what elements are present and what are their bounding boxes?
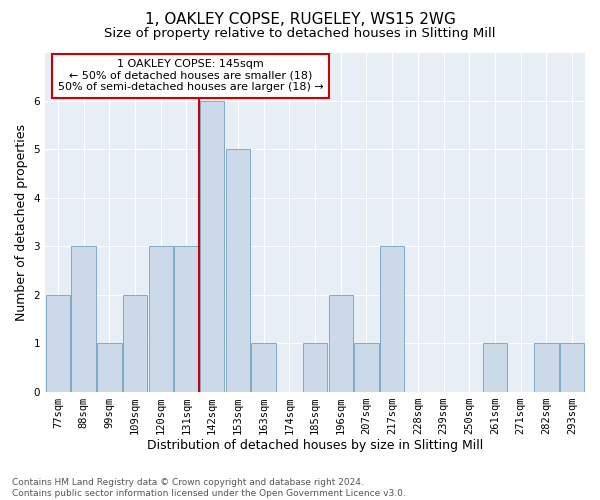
Y-axis label: Number of detached properties: Number of detached properties [15, 124, 28, 320]
Bar [380, 246, 404, 392]
Text: 1 OAKLEY COPSE: 145sqm
← 50% of detached houses are smaller (18)
50% of semi-det: 1 OAKLEY COPSE: 145sqm ← 50% of detached… [58, 60, 324, 92]
Bar [226, 150, 250, 392]
Bar [71, 246, 96, 392]
Bar [200, 101, 224, 392]
Bar [149, 246, 173, 392]
Bar [329, 294, 353, 392]
Text: 1, OAKLEY COPSE, RUGELEY, WS15 2WG: 1, OAKLEY COPSE, RUGELEY, WS15 2WG [145, 12, 455, 28]
Bar [123, 294, 147, 392]
X-axis label: Distribution of detached houses by size in Slitting Mill: Distribution of detached houses by size … [147, 440, 483, 452]
Bar [560, 343, 584, 392]
Bar [534, 343, 559, 392]
Bar [46, 294, 70, 392]
Bar [303, 343, 327, 392]
Text: Size of property relative to detached houses in Slitting Mill: Size of property relative to detached ho… [104, 28, 496, 40]
Bar [354, 343, 379, 392]
Text: Contains HM Land Registry data © Crown copyright and database right 2024.
Contai: Contains HM Land Registry data © Crown c… [12, 478, 406, 498]
Bar [174, 246, 199, 392]
Bar [251, 343, 276, 392]
Bar [97, 343, 122, 392]
Bar [483, 343, 507, 392]
